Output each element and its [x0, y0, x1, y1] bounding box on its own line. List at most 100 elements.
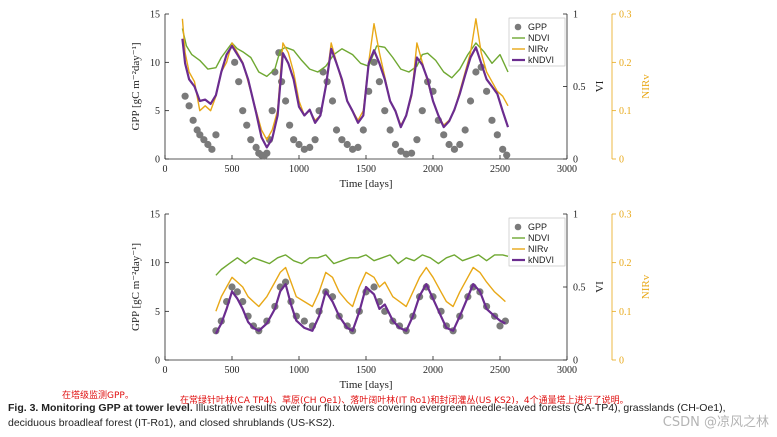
nirv-tick-label: 0.3 [619, 210, 632, 221]
nirv-tick-label: 0.2 [619, 58, 632, 69]
vi-tick-label: 0 [573, 356, 578, 367]
gpp-point [359, 126, 367, 134]
gpp-point [466, 97, 475, 105]
x-tick-label: 3000 [557, 164, 577, 175]
x-tick-label: 2000 [423, 164, 443, 175]
x-tick-label: 1000 [289, 164, 309, 175]
x-tick-label: 0 [163, 164, 168, 175]
annotation-note-2: 在常绿针叶林(CA TP4)、草原(CH Oe1)、落叶阔叶林(IT Ro1)和… [180, 396, 629, 406]
legend-entry: NIRv [528, 44, 548, 54]
gpp-point [407, 149, 416, 157]
gpp-point [268, 107, 276, 115]
y-tick-label: 10 [150, 58, 160, 69]
gpp-point [204, 140, 212, 149]
gpp-point [235, 78, 243, 86]
vi-axis-label: VI [594, 80, 606, 92]
vi-tick-label: 0.5 [573, 82, 586, 93]
vi-tick-label: 0.5 [573, 283, 586, 294]
series-line-kndvi [214, 283, 506, 335]
y-tick-label: 0 [155, 155, 160, 166]
gpp-point [472, 68, 480, 76]
x-tick-label: 2000 [423, 365, 443, 376]
watermark: CSDN @凉风之林 [662, 415, 769, 430]
gpp-point [375, 78, 383, 86]
gpp-point [413, 136, 421, 144]
legend-entry: GPP [528, 222, 547, 232]
gpp-point [332, 126, 341, 134]
x-tick-label: 1500 [356, 365, 376, 376]
gpp-point [196, 131, 204, 139]
y-tick-label: 0 [155, 356, 160, 367]
gpp-point [488, 116, 496, 124]
gpp-point [306, 143, 314, 151]
x-axis-label: Time [days] [339, 379, 392, 391]
legend-entry: NIRv [528, 244, 548, 254]
gpp-point [381, 107, 389, 115]
chart-2: 0 500 1000 1500 2000 2500 300005101500.5100.10… [130, 210, 652, 392]
gpp-point [200, 136, 208, 144]
gpp-point [282, 278, 290, 286]
series-line-ndvi [215, 254, 509, 276]
x-tick-label: 500 [225, 164, 240, 175]
gpp-point [231, 58, 239, 66]
gpp-point [450, 145, 459, 153]
nirv-tick-label: 0.2 [619, 258, 632, 269]
gpp-point [496, 322, 504, 330]
y-tick-label: 15 [150, 210, 160, 221]
vi-tick-label: 1 [573, 10, 578, 21]
nirv-axis-label: NIRv [640, 274, 652, 299]
gpp-point [483, 87, 491, 95]
gpp-point [456, 140, 464, 149]
legend-swatch-gpp [514, 223, 522, 231]
gpp-point [370, 58, 378, 66]
gpp-point [212, 131, 220, 139]
x-tick-label: 1500 [356, 164, 376, 175]
gpp-point [243, 121, 251, 129]
y-tick-label: 10 [150, 258, 160, 269]
gpp-point [493, 131, 501, 139]
gpp-point [295, 140, 303, 149]
gpp-point [233, 288, 241, 296]
caption-text: Illustrative results over four flux towe… [8, 402, 726, 429]
vi-axis-label: VI [594, 281, 606, 293]
gpp-point [311, 136, 319, 144]
gpp-point [247, 136, 255, 144]
x-tick-label: 500 [225, 365, 240, 376]
series-line-kndvi [181, 38, 510, 149]
gpp-point [300, 317, 308, 325]
legend-swatch-gpp [514, 23, 522, 31]
gpp-point [239, 107, 247, 115]
gpp-point [391, 140, 400, 149]
gpp-point [282, 97, 290, 105]
nirv-tick-label: 0 [619, 155, 624, 166]
vi-tick-label: 0 [573, 155, 578, 166]
gpp-point [189, 116, 197, 124]
gpp-point [461, 126, 469, 134]
gpp-point [370, 283, 378, 291]
legend-entry: kNDVI [528, 55, 554, 65]
nirv-axis-label: NIRv [640, 74, 652, 99]
legend-entry: kNDVI [528, 255, 554, 265]
x-tick-label: 2500 [490, 164, 510, 175]
gpp-point [252, 143, 260, 151]
gpp-point [386, 126, 394, 134]
gpp-point [440, 131, 448, 139]
y-axis-label: GPP [gC m⁻²day⁻¹] [130, 42, 142, 130]
gpp-point [286, 121, 294, 129]
gpp-point [503, 151, 511, 159]
legend-entry: GPP [528, 22, 547, 32]
gpp-point [185, 102, 193, 110]
gpp-point [343, 140, 351, 149]
series-line-nirv [181, 18, 509, 141]
gpp-point [263, 149, 271, 157]
figure: 0 500 1000 1500 2000 2500 300005101500.5100.10… [130, 10, 652, 392]
gpp-point [445, 140, 453, 149]
gpp-point [290, 136, 298, 144]
legend-entry: NDVI [528, 33, 550, 43]
nirv-tick-label: 0.1 [619, 106, 632, 117]
gpp-point [228, 283, 236, 291]
gpp-point [208, 145, 216, 153]
y-axis-label: GPP [gC m⁻²day⁻¹] [130, 243, 142, 331]
vi-tick-label: 1 [573, 210, 578, 221]
x-axis-label: Time [days] [339, 178, 392, 190]
